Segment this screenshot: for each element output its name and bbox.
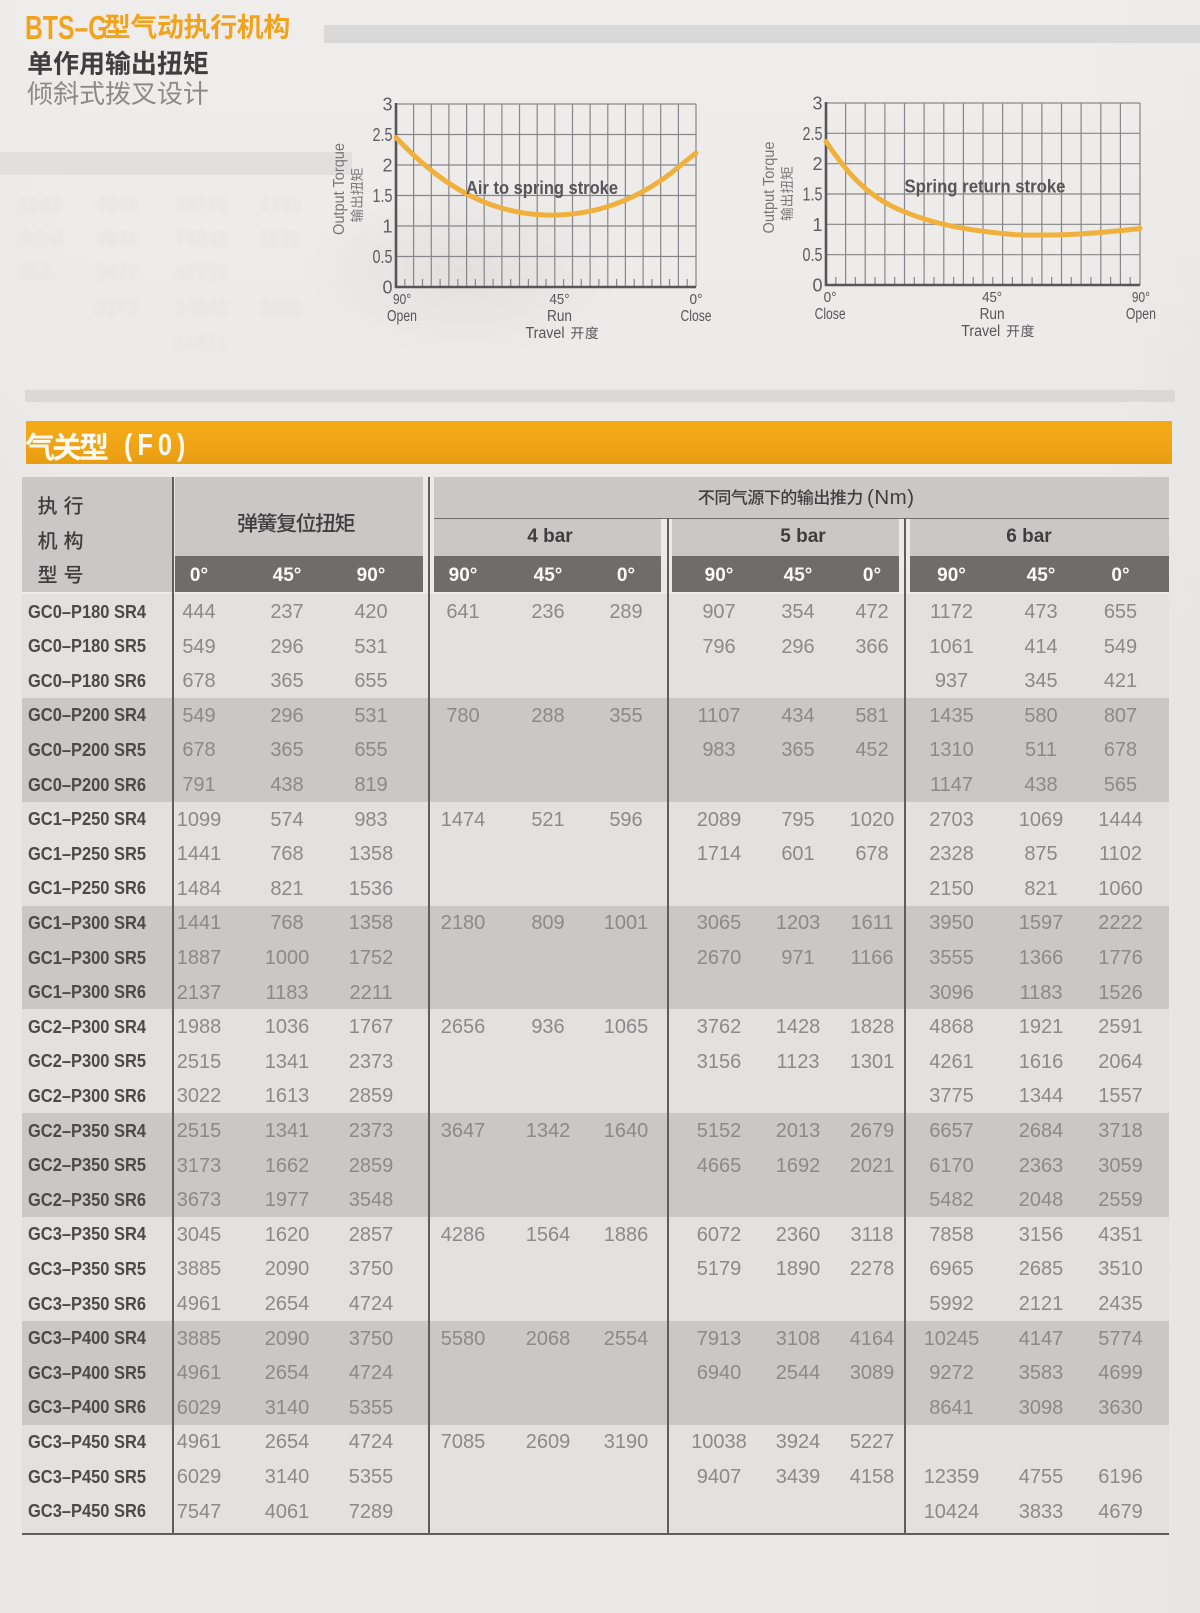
svg-text:0°: 0° bbox=[824, 289, 837, 306]
svg-text:Run: Run bbox=[980, 306, 1005, 323]
svg-text:Run: Run bbox=[547, 308, 572, 325]
svg-text:Close: Close bbox=[681, 308, 712, 325]
svg-text:90°: 90° bbox=[393, 291, 411, 308]
svg-text:0.5: 0.5 bbox=[373, 247, 393, 267]
svg-text:0°: 0° bbox=[690, 291, 703, 308]
svg-text:45°: 45° bbox=[550, 291, 570, 308]
svg-text:0: 0 bbox=[382, 278, 392, 298]
svg-text:Air to spring stroke: Air to spring stroke bbox=[466, 178, 618, 198]
svg-text:1.5: 1.5 bbox=[373, 186, 393, 206]
svg-text:Open: Open bbox=[387, 308, 417, 325]
svg-text:2.5: 2.5 bbox=[373, 125, 393, 145]
svg-text:0: 0 bbox=[812, 276, 822, 296]
svg-text:Travel: Travel bbox=[961, 323, 1000, 340]
svg-text:Output Torque: Output Torque bbox=[761, 142, 778, 234]
svg-text:2: 2 bbox=[382, 156, 392, 176]
svg-text:45°: 45° bbox=[982, 289, 1002, 306]
svg-text:3: 3 bbox=[382, 95, 392, 115]
svg-text:2: 2 bbox=[812, 154, 822, 174]
svg-text:1: 1 bbox=[812, 215, 822, 235]
svg-text:2.5: 2.5 bbox=[803, 124, 823, 144]
svg-text:Spring return stroke: Spring return stroke bbox=[905, 177, 1066, 197]
svg-text:1: 1 bbox=[382, 217, 392, 237]
svg-text:1.5: 1.5 bbox=[803, 185, 823, 205]
svg-text:Travel: Travel bbox=[526, 325, 565, 342]
svg-text:Open: Open bbox=[1126, 306, 1156, 323]
svg-text:Output Torque: Output Torque bbox=[331, 143, 348, 235]
svg-text:3: 3 bbox=[812, 94, 822, 114]
svg-text:Close: Close bbox=[815, 306, 846, 323]
svg-text:90°: 90° bbox=[1132, 289, 1150, 306]
svg-text:0.5: 0.5 bbox=[803, 245, 823, 265]
